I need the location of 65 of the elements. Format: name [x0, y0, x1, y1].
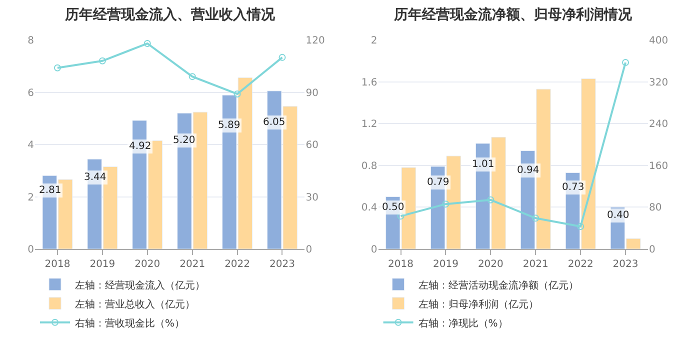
- y2-tick-label: 240: [649, 119, 668, 130]
- y2-tick-label: 30: [306, 192, 318, 204]
- y-tick-label: 6: [28, 88, 34, 99]
- data-label: 2.81: [39, 185, 62, 196]
- legend-label: 左轴：经营现金流入（亿元）: [75, 279, 205, 292]
- data-label: 6.05: [263, 117, 286, 128]
- point: [278, 54, 286, 61]
- point: [54, 64, 61, 72]
- y2-tick-label: 60: [306, 140, 318, 151]
- point: [487, 196, 494, 204]
- y2-tick-label: 160: [649, 160, 668, 172]
- y-tick-label: 2: [370, 36, 378, 46]
- point: [144, 40, 151, 47]
- legend-label: 左轴：营业总收入（亿元）: [75, 298, 195, 310]
- x-tick-label: 2022: [568, 259, 594, 270]
- point: [622, 58, 630, 66]
- data-label: 4.92: [129, 141, 152, 152]
- chart-title: 历年经营现金流净额、归母净利润情况: [393, 6, 633, 23]
- y2-tick-label: 400: [649, 36, 668, 46]
- y2-tick-label: 120: [306, 36, 325, 46]
- y-tick-label: 4: [28, 140, 34, 151]
- x-tick-label: 2023: [270, 259, 295, 270]
- x-tick-label: 2022: [224, 259, 250, 270]
- y-tick-label: 0.4: [361, 202, 378, 214]
- y-tick-label: 2: [28, 192, 34, 204]
- y-tick-label: 0: [370, 244, 378, 256]
- y2-tick-label: 90: [306, 88, 318, 99]
- y2-tick-label: 320: [649, 77, 668, 88]
- y-tick-label: 0.8: [361, 160, 378, 172]
- x-tick-label: 2020: [478, 259, 504, 270]
- legend-label: 右轴：净现比（%）: [418, 317, 508, 330]
- point: [188, 73, 196, 80]
- y2-tick-label: 0: [649, 244, 656, 256]
- point: [442, 200, 450, 208]
- y-tick-label: 8: [28, 36, 34, 46]
- data-label: 0.73: [562, 182, 584, 193]
- point: [234, 90, 241, 98]
- x-tick-label: 2018: [388, 259, 414, 270]
- data-label: 3.44: [84, 172, 106, 183]
- x-tick-label: 2018: [44, 259, 70, 270]
- x-tick-label: 2023: [612, 259, 638, 270]
- data-label: 5.89: [218, 120, 240, 131]
- legend-label: 左轴：归母净利润（亿元）: [418, 298, 538, 310]
- y-tick-label: 0: [28, 244, 34, 256]
- point: [577, 223, 584, 230]
- legend-label: 右轴：营收现金比（%）: [75, 317, 185, 330]
- data-label: 0.79: [427, 177, 450, 188]
- data-label: 1.01: [472, 159, 494, 170]
- x-tick-label: 2021: [180, 259, 206, 270]
- y2-tick-label: 80: [649, 202, 662, 214]
- point: [532, 214, 540, 222]
- data-label: 0.50: [382, 202, 404, 213]
- x-tick-label: 2021: [522, 259, 548, 270]
- y2-tick-label: 0: [306, 244, 312, 256]
- chart-title: 历年经营现金流入、营业收入情况: [64, 6, 276, 23]
- x-tick-label: 2020: [134, 259, 160, 270]
- data-label: 0.40: [607, 210, 630, 221]
- y-tick-label: 1.6: [361, 77, 378, 88]
- y-tick-label: 1.2: [361, 119, 378, 130]
- data-label: 5.20: [173, 135, 196, 146]
- data-label: 0.94: [517, 165, 540, 176]
- x-tick-label: 2019: [432, 259, 458, 270]
- legend-label: 左轴：经营活动现金流净额（亿元）: [418, 279, 578, 292]
- x-tick-label: 2019: [90, 259, 116, 270]
- point: [98, 57, 106, 64]
